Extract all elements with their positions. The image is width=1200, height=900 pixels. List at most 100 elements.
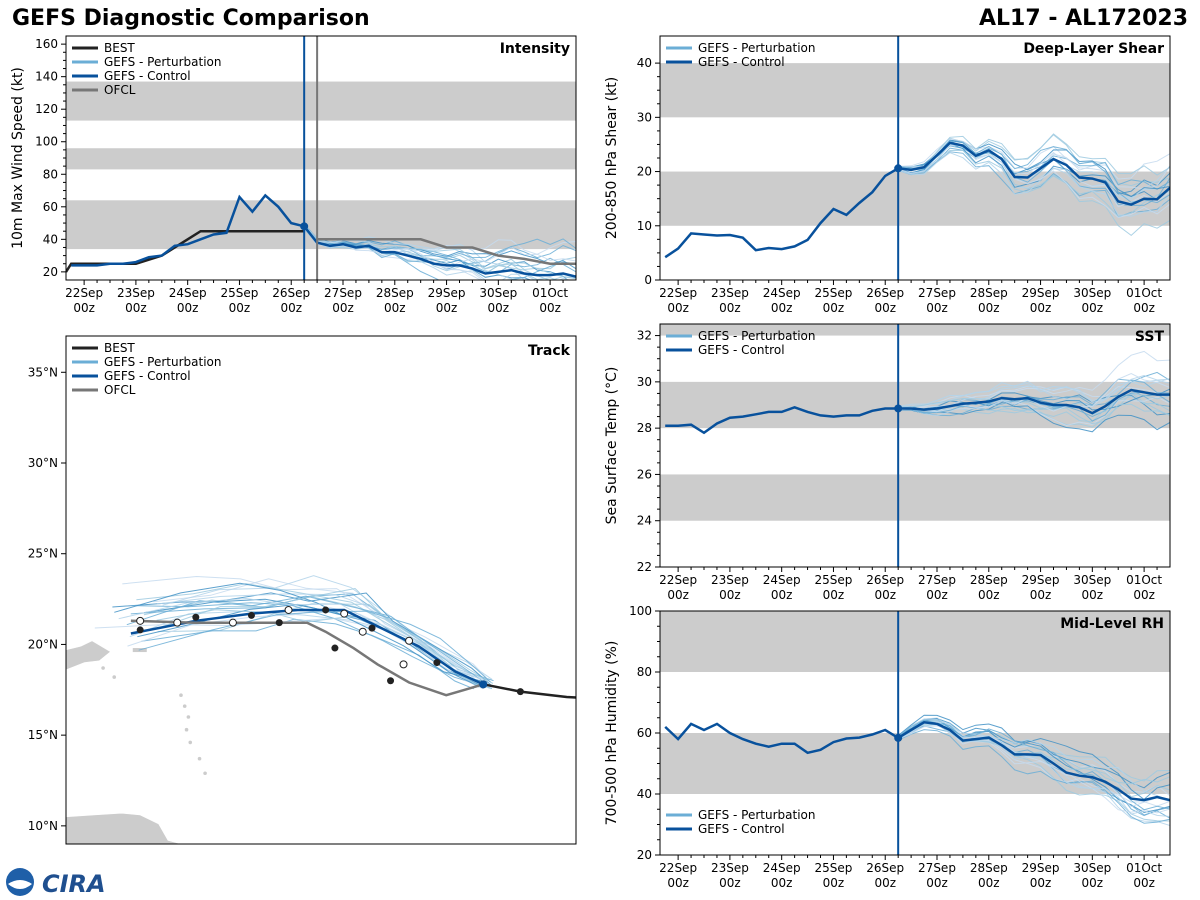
island-land	[182, 704, 187, 708]
island-land	[188, 740, 193, 745]
x-tick-label: 30Sep	[1073, 573, 1111, 587]
x-tick-sublabel: 00z	[926, 588, 948, 602]
perturbation-member-line	[898, 140, 1170, 201]
y-tick-label: 24	[637, 514, 652, 528]
perturbation-track	[122, 575, 490, 682]
x-tick-label: 25Sep	[815, 573, 853, 587]
x-tick-label: 24Sep	[169, 286, 207, 300]
legend-label: GEFS - Perturbation	[698, 41, 815, 55]
track-marker-open	[136, 616, 145, 625]
x-tick-label: 23Sep	[711, 573, 749, 587]
x-tick-sublabel: 00z	[719, 301, 741, 315]
x-tick-label: 01Oct	[1126, 286, 1162, 300]
y-tick-label: 80	[43, 167, 58, 181]
perturbation-track	[154, 587, 479, 687]
x-tick-label: 27Sep	[918, 286, 956, 300]
x-tick-label: 27Sep	[324, 286, 362, 300]
x-tick-sublabel: 00z	[771, 301, 793, 315]
perturbation-member-line	[898, 388, 1170, 411]
y-tick-label: 28	[637, 421, 652, 435]
perturbation-track	[162, 575, 493, 680]
x-tick-sublabel: 00z	[667, 876, 689, 890]
legend-label: GEFS - Perturbation	[698, 329, 815, 343]
south-america-land	[66, 812, 183, 844]
x-tick-label: 27Sep	[918, 573, 956, 587]
x-tick-sublabel: 00z	[874, 301, 896, 315]
x-tick-label: 23Sep	[711, 286, 749, 300]
perturbation-member-line	[898, 133, 1170, 176]
legend-label: GEFS - Control	[698, 822, 785, 836]
legend-label: GEFS - Control	[104, 369, 191, 383]
storm-id: AL17 - AL172023	[979, 6, 1188, 31]
x-tick-label: 30Sep	[1073, 286, 1111, 300]
perturbation-track	[136, 583, 480, 688]
y-tick-label: 100	[629, 604, 652, 618]
legend-label: OFCL	[104, 83, 136, 97]
legend-label: GEFS - Perturbation	[698, 808, 815, 822]
x-tick-sublabel: 00z	[978, 588, 1000, 602]
perturbation-member-line	[303, 228, 576, 271]
perturbation-member-line	[898, 144, 1170, 218]
init-time-point	[300, 222, 309, 231]
y-tick-label: 140	[35, 70, 58, 84]
init-time-point	[894, 164, 903, 173]
x-tick-label: 01Oct	[1126, 573, 1162, 587]
cira-logo-text: CIRA	[42, 870, 106, 898]
x-tick-sublabel: 00z	[874, 588, 896, 602]
track-marker-open	[358, 627, 367, 636]
series-line-gefs-control	[71, 193, 576, 278]
x-tick-label: 24Sep	[763, 286, 801, 300]
perturbation-member-line	[897, 717, 1170, 789]
perturbation-member-line	[898, 385, 1170, 408]
x-tick-sublabel: 00z	[1133, 301, 1155, 315]
x-tick-sublabel: 00z	[1082, 301, 1104, 315]
x-tick-sublabel: 00z	[667, 588, 689, 602]
y-axis-label: 200-850 hPa Shear (kt)	[604, 77, 620, 239]
series-line-ofcl	[317, 238, 576, 265]
threshold-band	[660, 733, 1170, 794]
series-line-best	[66, 229, 305, 273]
track-marker-filled	[322, 606, 330, 614]
x-tick-sublabel: 00z	[1082, 876, 1104, 890]
plot-area	[660, 324, 1170, 521]
map-frame	[65, 335, 577, 845]
perturbation-track	[126, 595, 488, 686]
legend-label: GEFS - Perturbation	[104, 55, 221, 69]
x-tick-label: 22Sep	[65, 286, 103, 300]
x-tick-label: 23Sep	[117, 286, 155, 300]
noaa-bird-icon	[8, 880, 32, 889]
legend-label: BEST	[104, 341, 135, 355]
x-tick-sublabel: 00z	[823, 301, 845, 315]
y-tick-label: 0	[644, 273, 652, 287]
perturbation-member-line	[897, 718, 1170, 801]
island-land	[101, 666, 105, 670]
y-tick-label: 40	[637, 56, 652, 70]
chart-title: Deep-Layer Shear	[1023, 41, 1164, 57]
lat-tick-label: 15°N	[28, 728, 58, 742]
y-tick-label: 40	[43, 232, 58, 246]
x-tick-sublabel: 00z	[667, 301, 689, 315]
track-marker-open	[228, 618, 237, 627]
y-tick-label: 20	[637, 165, 652, 179]
x-tick-sublabel: 00z	[978, 301, 1000, 315]
island-land	[179, 693, 183, 698]
legend-label: BEST	[104, 41, 135, 55]
perturbation-track	[153, 578, 487, 682]
threshold-band	[660, 611, 1170, 672]
page-title: GEFS Diagnostic Comparison	[12, 6, 370, 31]
plot-area	[66, 81, 576, 280]
init-time-point	[894, 404, 903, 413]
y-tick-label: 160	[35, 37, 58, 51]
perturbation-track	[141, 618, 474, 690]
x-tick-label: 23Sep	[711, 861, 749, 875]
x-tick-sublabel: 00z	[125, 301, 147, 315]
threshold-band	[66, 148, 576, 170]
x-tick-sublabel: 00z	[280, 301, 302, 315]
y-tick-label: 60	[43, 200, 58, 214]
perturbation-member-line	[898, 149, 1170, 217]
track-marker-filled	[331, 644, 339, 652]
track-marker-filled	[433, 659, 441, 667]
island-land	[197, 756, 202, 761]
y-tick-label: 20	[43, 265, 58, 279]
